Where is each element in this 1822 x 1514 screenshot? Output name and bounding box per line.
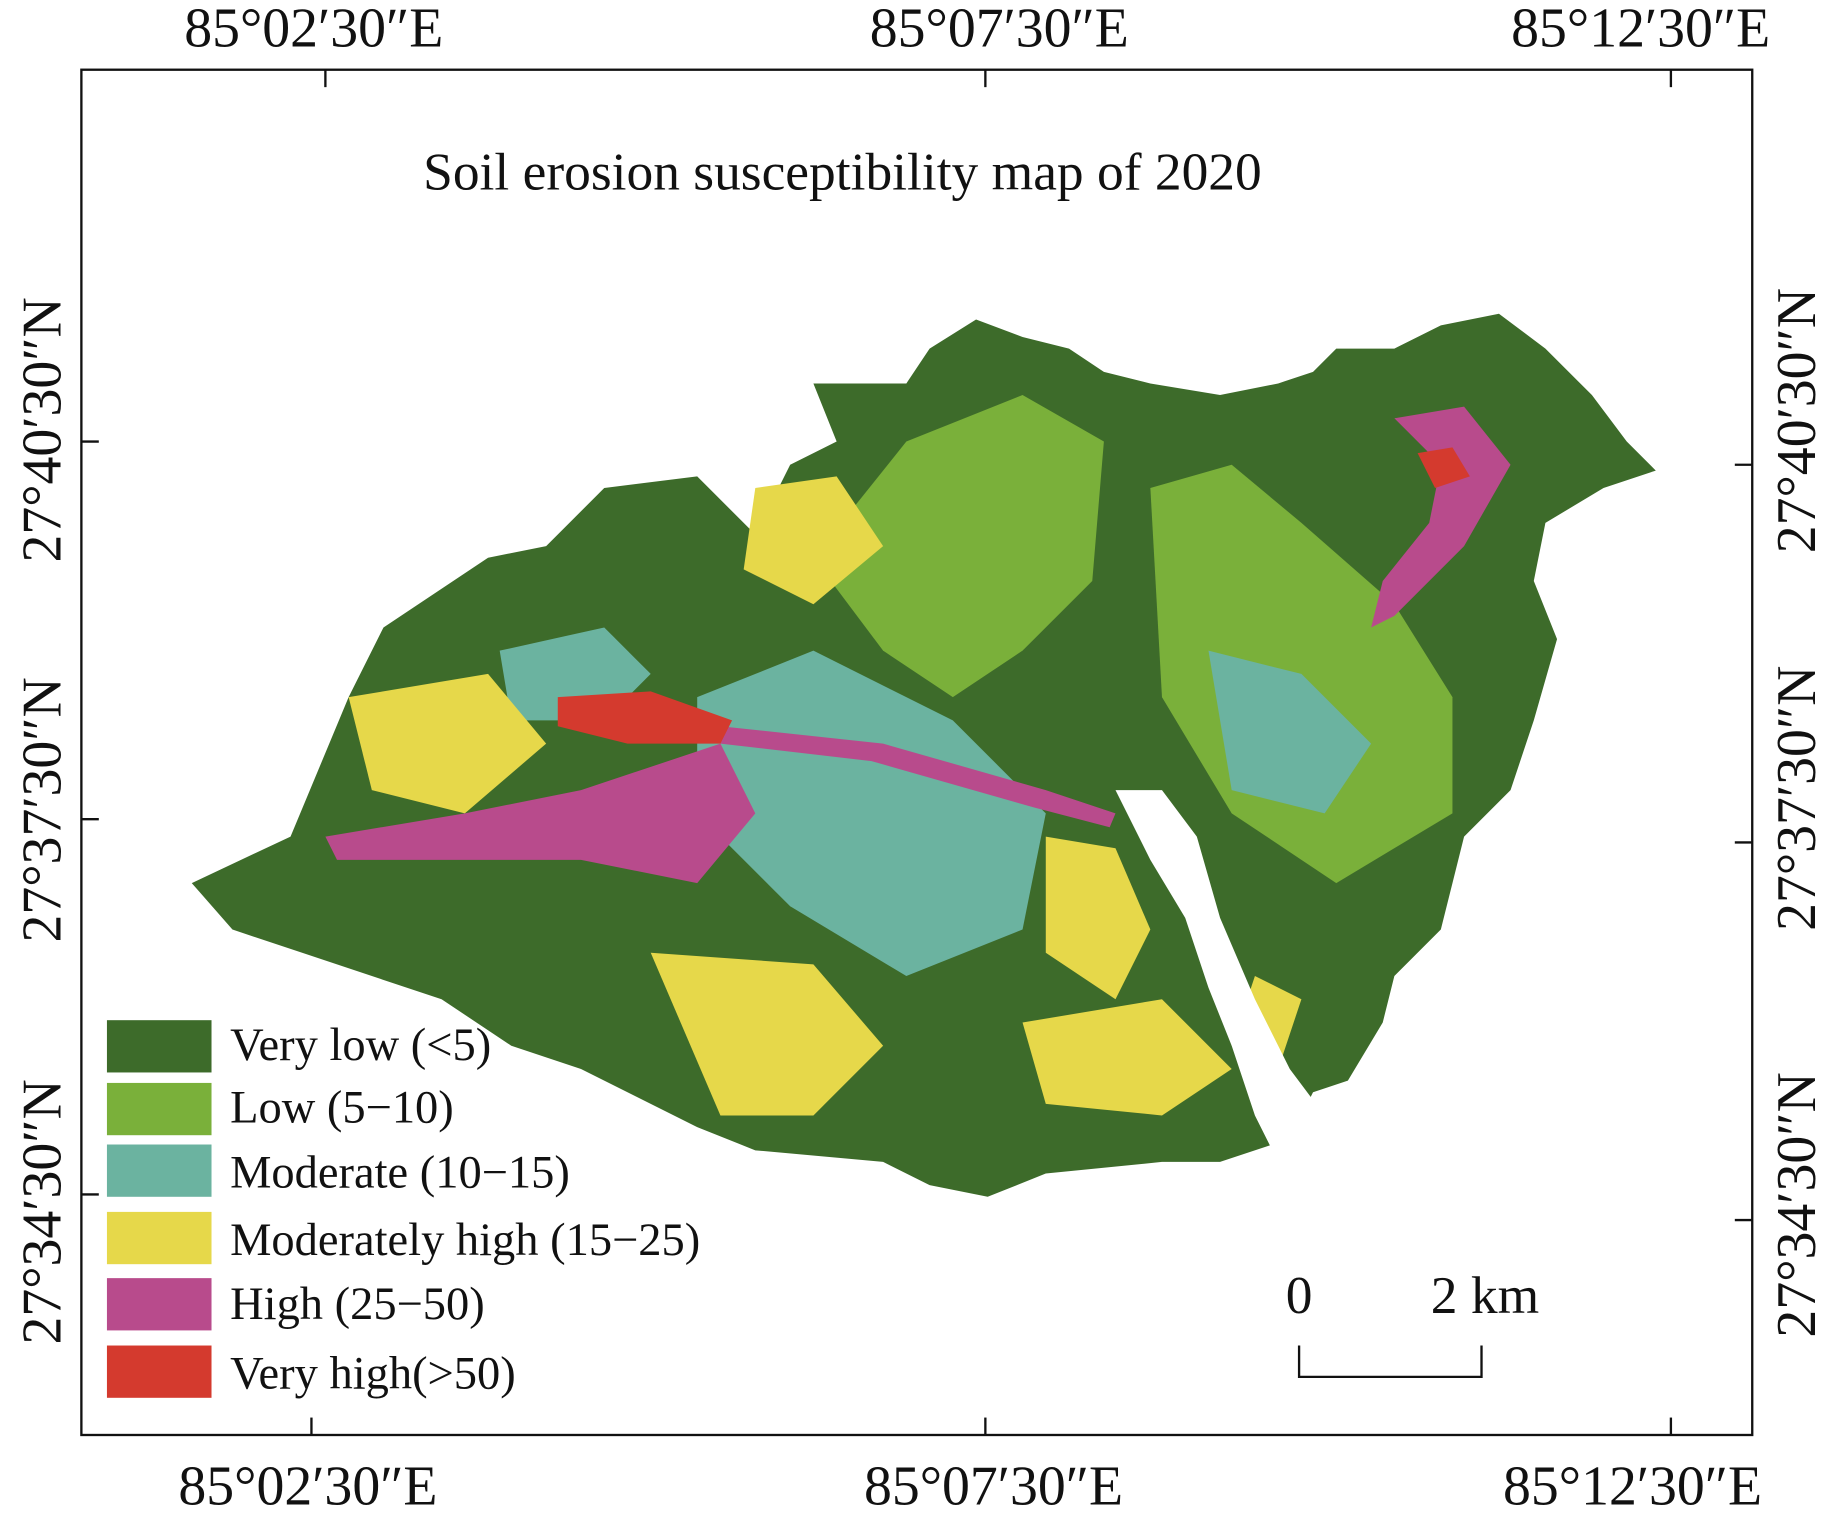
zone-high — [1371, 406, 1511, 628]
legend-swatch — [106, 1211, 212, 1265]
legend-label: Low (5−10) — [230, 1083, 454, 1134]
legend-label: Very high(>50) — [230, 1349, 516, 1400]
zone-very-high — [1417, 447, 1470, 489]
map-frame — [80, 68, 1754, 1437]
reservoir — [1115, 790, 1325, 1162]
zone-high — [720, 726, 1116, 828]
legend-swatch — [106, 1020, 212, 1073]
zone-moderately-high — [348, 673, 547, 814]
legend-swatch — [106, 1345, 212, 1398]
right-coord-label: 27°37′30″N — [1766, 666, 1822, 931]
zone-very-high — [557, 691, 733, 744]
scale-bar: 0 2 km — [1286, 1265, 1539, 1379]
legend-swatch — [106, 1082, 212, 1136]
zone-moderate — [1208, 650, 1372, 814]
zone-high — [325, 743, 756, 884]
legend-label: High (25−50) — [230, 1279, 485, 1330]
zone-low — [813, 395, 1104, 698]
frame-ticks — [81, 69, 1753, 1435]
zone-low — [1150, 464, 1453, 884]
zone-moderate — [697, 650, 1046, 977]
right-coord-label: 27°34′30″N — [1766, 1072, 1822, 1337]
top-coord-label: 85°02′30″E — [184, 0, 443, 59]
watershed — [191, 313, 1656, 1197]
left-coord-label: 27°40′30″N — [11, 297, 73, 562]
legend-swatch — [106, 1144, 212, 1197]
left-coord-label: 27°34′30″N — [11, 1079, 73, 1344]
legend: Very low (<5) Low (5−10) Moderate (10−15… — [106, 1020, 700, 1400]
scale-end-label: 2 km — [1431, 1265, 1539, 1325]
scale-line — [1297, 1345, 1483, 1379]
left-coord-label: 27°37′30″N — [11, 677, 73, 942]
legend-label: Moderately high (15−25) — [230, 1215, 700, 1266]
zone-moderately-high — [743, 476, 884, 605]
top-coord-label: 85°07′30″E — [870, 0, 1129, 59]
bottom-coord-label: 85°02′30″E — [178, 1456, 437, 1514]
bottom-coord-label: 85°07′30″E — [864, 1456, 1123, 1514]
zone-moderately-high — [1045, 836, 1151, 1000]
legend-label: Moderate (10−15) — [230, 1148, 570, 1199]
legend-label: Very low (<5) — [230, 1020, 491, 1071]
bottom-coord-label: 85°12′30″E — [1503, 1456, 1762, 1514]
top-coord-label: 85°12′30″E — [1511, 0, 1770, 59]
zone-moderately-high — [650, 952, 884, 1116]
right-coord-label: 27°40′30″N — [1766, 288, 1822, 553]
scale-start-label: 0 — [1286, 1265, 1313, 1325]
legend-swatch — [106, 1278, 212, 1331]
zone-moderately-high — [1022, 999, 1232, 1116]
map-title: Soil erosion susceptibility map of 2020 — [423, 141, 1262, 201]
